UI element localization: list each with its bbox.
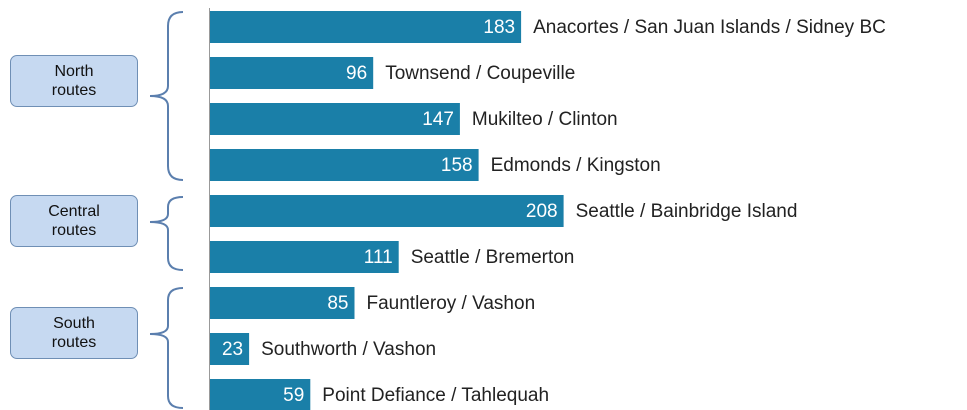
- bar: [210, 149, 479, 181]
- group-label: North routes: [10, 55, 138, 107]
- bar: [210, 57, 374, 89]
- value-label: 85: [327, 293, 348, 314]
- value-label: 158: [441, 155, 473, 176]
- value-label: 147: [422, 109, 454, 130]
- bracket: [149, 11, 184, 181]
- group-label: South routes: [10, 307, 138, 359]
- category-label: Anacortes / San Juan Islands / Sidney BC: [533, 17, 886, 38]
- category-label: Southworth / Vashon: [261, 339, 436, 360]
- bar: [210, 241, 399, 273]
- value-label: 111: [364, 247, 393, 268]
- value-label: 23: [222, 339, 243, 360]
- group-label: Central routes: [10, 195, 138, 247]
- bar: [210, 333, 250, 365]
- bar: [210, 195, 564, 227]
- value-label: 183: [483, 17, 515, 38]
- value-label: 59: [283, 385, 304, 406]
- bar: [210, 287, 355, 319]
- bar: [210, 379, 311, 410]
- value-label: 208: [526, 201, 558, 222]
- category-label: Townsend / Coupeville: [385, 63, 575, 84]
- bracket: [149, 196, 184, 271]
- bar: [210, 11, 522, 43]
- bracket: [149, 287, 184, 409]
- category-label: Edmonds / Kingston: [491, 155, 661, 176]
- value-label: 96: [346, 63, 367, 84]
- category-label: Seattle / Bainbridge Island: [576, 201, 798, 222]
- category-label: Mukilteo / Clinton: [472, 109, 618, 130]
- category-label: Fauntleroy / Vashon: [367, 293, 536, 314]
- category-label: Seattle / Bremerton: [411, 247, 575, 268]
- category-label: Point Defiance / Tahlequah: [322, 385, 549, 406]
- bar: [210, 103, 460, 135]
